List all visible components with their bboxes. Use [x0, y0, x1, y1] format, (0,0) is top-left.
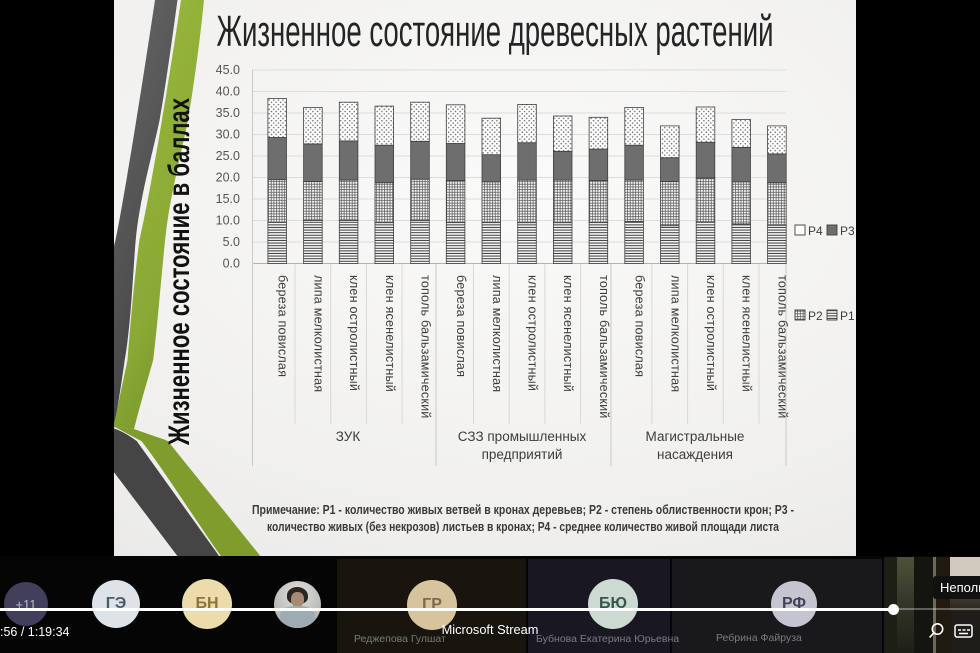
- svg-text:Примечание: Р1 - количество жи: Примечание: Р1 - количество живых ветвей…: [252, 502, 794, 517]
- svg-text:клен остролистный: клен остролистный: [347, 275, 361, 391]
- svg-text:20.0: 20.0: [216, 171, 240, 185]
- svg-text:количество живых (без некрозов: количество живых (без некрозов) листьев …: [267, 519, 780, 534]
- svg-text:предприятий: предприятий: [482, 447, 563, 462]
- svg-text:насаждения: насаждения: [657, 447, 733, 462]
- svg-text:25.0: 25.0: [216, 149, 240, 163]
- svg-text:35.0: 35.0: [216, 106, 240, 120]
- svg-text:P2: P2: [808, 309, 823, 323]
- svg-text:клен ясенелистный: клен ясенелистный: [383, 275, 397, 392]
- svg-text:клен ясенелистный: клен ясенелистный: [740, 275, 754, 392]
- svg-text:15.0: 15.0: [216, 192, 240, 206]
- svg-text:5.0: 5.0: [223, 235, 240, 249]
- svg-text:P1: P1: [840, 309, 855, 323]
- svg-text:тополь бальзамический: тополь бальзамический: [597, 275, 611, 419]
- svg-text:клен остролистный: клен остролистный: [704, 275, 718, 391]
- svg-text:клен ясенелистный: клен ясенелистный: [561, 275, 575, 392]
- svg-text:береза повислая: береза повислая: [276, 275, 290, 377]
- svg-text:40.0: 40.0: [216, 85, 240, 99]
- svg-text:Магистральные: Магистральные: [646, 429, 745, 444]
- svg-text:липа мелколистная: липа мелколистная: [311, 275, 325, 392]
- svg-text:береза повислая: береза повислая: [454, 275, 468, 377]
- svg-text:клен остролистный: клен остролистный: [526, 275, 540, 391]
- svg-text:30.0: 30.0: [216, 128, 240, 142]
- svg-text:береза повислая: береза повислая: [633, 275, 647, 377]
- svg-text:P3: P3: [840, 224, 855, 238]
- svg-text:СЗЗ промышленных: СЗЗ промышленных: [458, 429, 587, 444]
- svg-text:липа мелколистная: липа мелколистная: [668, 275, 682, 392]
- svg-text:0.0: 0.0: [223, 257, 240, 271]
- svg-text:Жизненное состояние в баллах: Жизненное состояние в баллах: [163, 98, 196, 446]
- svg-text:Жизненное состояние древесных: Жизненное состояние древесных растений: [217, 7, 774, 56]
- svg-text:45.0: 45.0: [216, 63, 240, 77]
- svg-text:тополь бальзамический: тополь бальзамический: [419, 275, 433, 419]
- svg-text:P4: P4: [808, 224, 823, 238]
- svg-text:липа мелколистная: липа мелколистная: [490, 275, 504, 392]
- svg-text:ЗУК: ЗУК: [336, 429, 361, 444]
- svg-text:тополь бальзамический: тополь бальзамический: [775, 275, 789, 419]
- svg-text:10.0: 10.0: [216, 214, 240, 228]
